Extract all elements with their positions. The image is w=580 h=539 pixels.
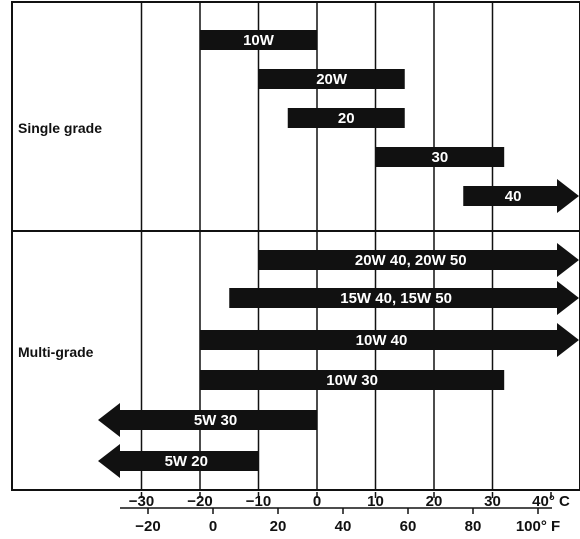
tick-label-f: 60 (400, 518, 417, 535)
bar-label: 5W 20 (165, 453, 208, 470)
tick-label-c: −30 (129, 493, 154, 510)
bar-label: 20W (316, 71, 348, 88)
tick-label-c: 10 (367, 493, 384, 510)
tick-label-c: 20 (426, 493, 443, 510)
tick-label-c: 30 (484, 493, 501, 510)
tick-label-f: 20 (270, 518, 287, 535)
bar-label: 5W 30 (194, 412, 237, 429)
bar-label: 10W 30 (326, 372, 378, 389)
bar-label: 10W 40 (356, 332, 408, 349)
bar-10w-30 (200, 370, 505, 390)
tick-label-f: 40 (335, 518, 352, 535)
bar-10w (200, 30, 317, 50)
bar-30 (375, 147, 505, 167)
tick-label-c: −20 (187, 493, 212, 510)
x-axes: −30 −20 −10 0 10 20 30 40° C −20 0 20 40 60 80 100° F (120, 492, 570, 535)
bar-20 (287, 108, 405, 128)
group-label-multi: Multi-grade (18, 344, 94, 360)
tick-label-f: 100° F (516, 518, 560, 535)
bar-5w-20 (98, 444, 259, 478)
bar-40 (463, 179, 579, 213)
bar-10w-40 (200, 323, 579, 357)
bar-20w-40-20w-50 (258, 243, 579, 277)
bar-20w (258, 69, 405, 89)
tick-label-c: −10 (246, 493, 271, 510)
tick-label-c: 40° C (532, 493, 570, 510)
tick-label-c: 0 (313, 493, 321, 510)
bar-5w-30 (98, 403, 317, 437)
tick-label-f: 80 (465, 518, 482, 535)
grid-lines (140, 2, 494, 490)
tick-label-f: 0 (209, 518, 217, 535)
tick-label-f: −20 (135, 518, 160, 535)
bar-label: 20W 40, 20W 50 (355, 252, 467, 269)
bar-label: 40 (505, 188, 522, 205)
bars: 10W 20W 20 30 40 20W 40, 20W 50 15W 40, 15W 50… (98, 30, 579, 478)
bar-label: 30 (432, 149, 449, 166)
bar-label: 20 (338, 110, 355, 127)
bar-15w-40-15w-50 (229, 281, 579, 315)
bar-label: 15W 40, 15W 50 (340, 290, 452, 307)
bar-label: 10W (243, 32, 275, 49)
group-label-single: Single grade (18, 120, 102, 136)
